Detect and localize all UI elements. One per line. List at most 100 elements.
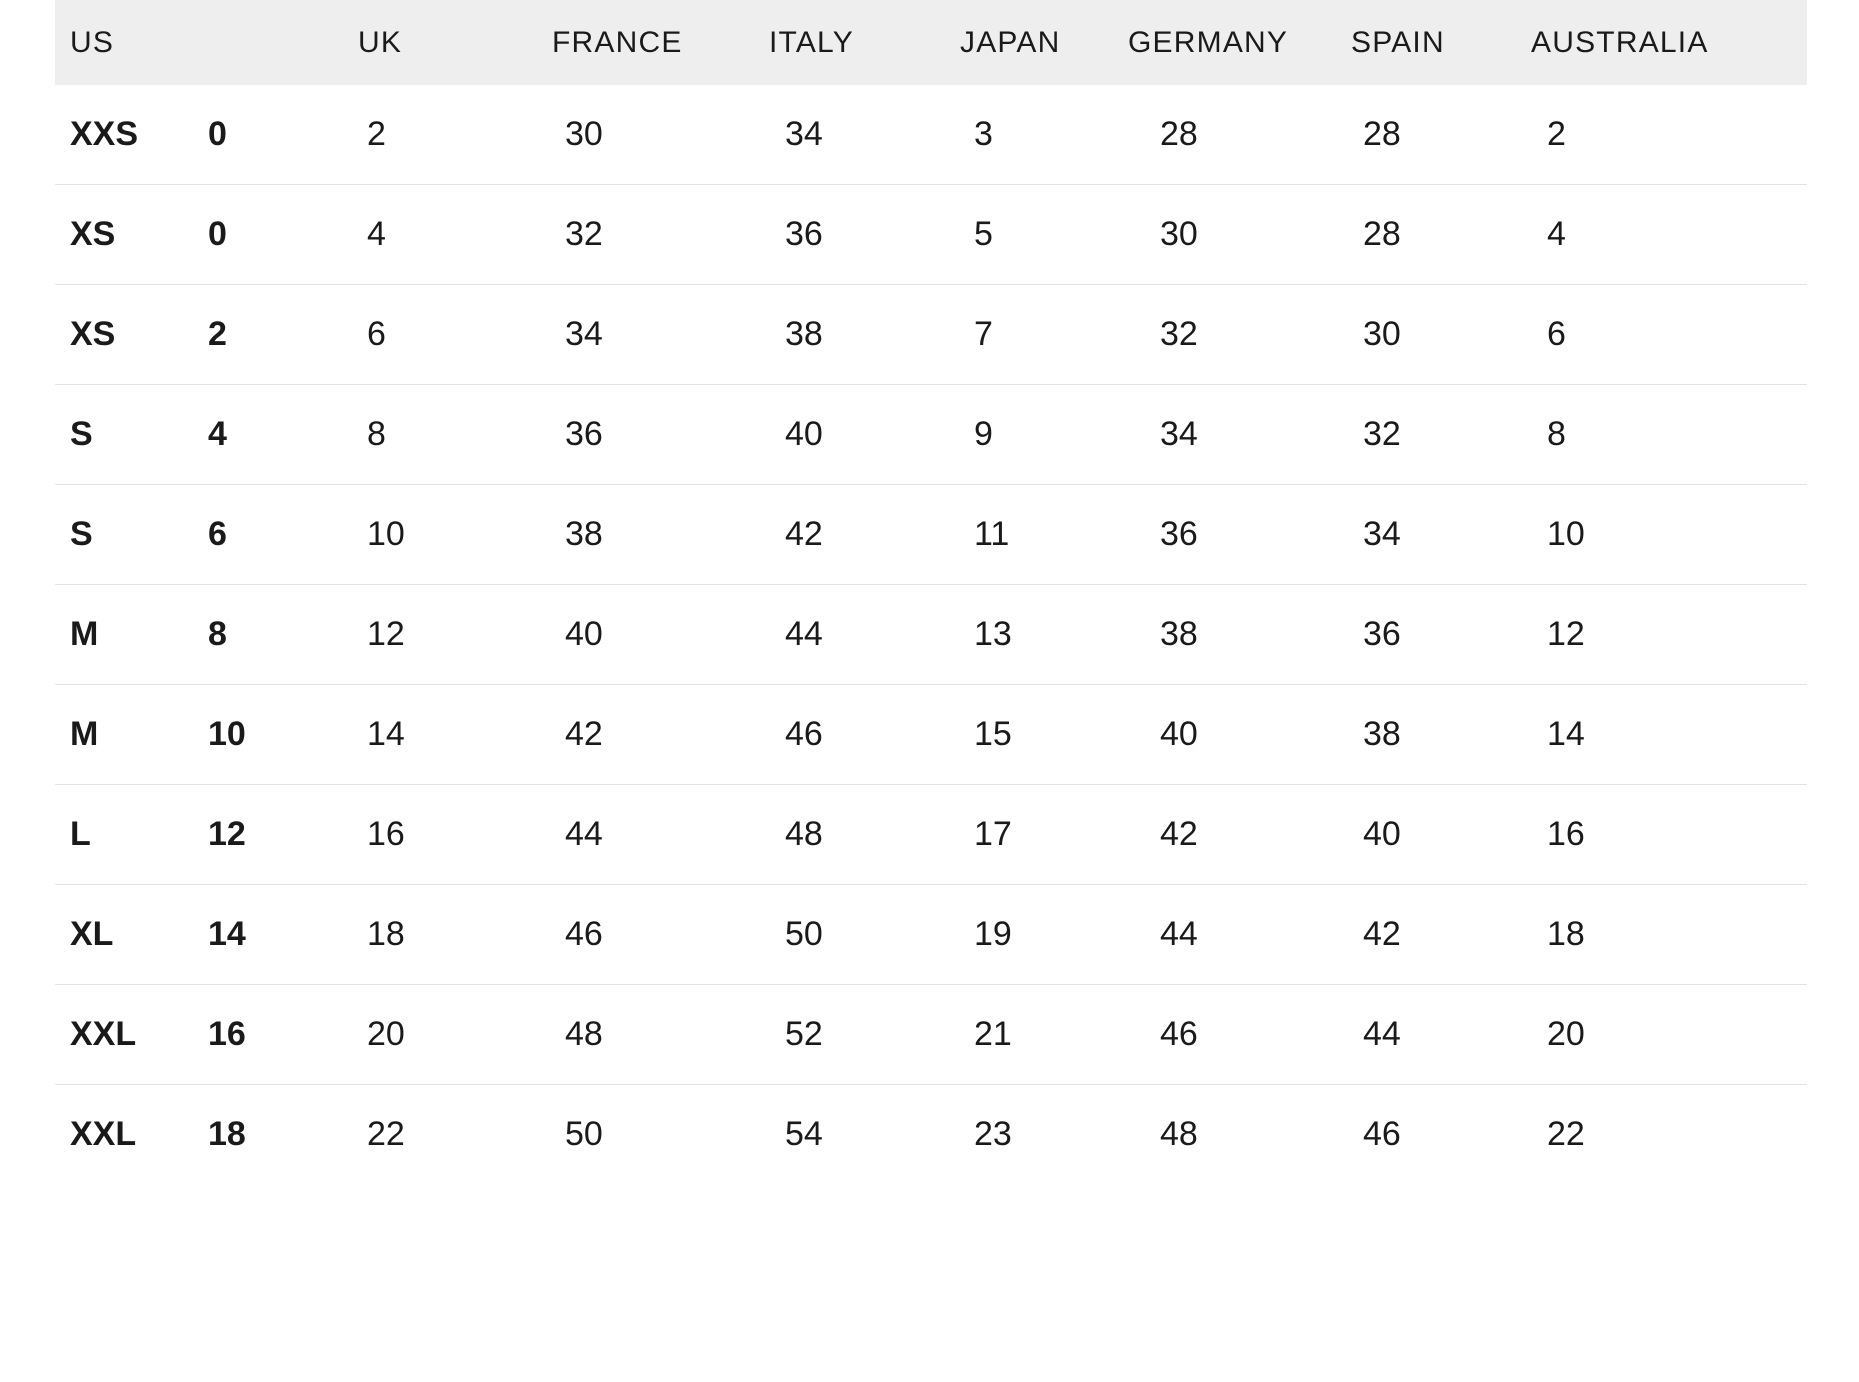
table-row: XXL 18 22 50 54 23 48 46 22 — [55, 1085, 1807, 1185]
cell-germany: 28 — [1160, 115, 1198, 153]
column-header-japan: JAPAN — [960, 25, 1061, 59]
column-header-uk: UK — [358, 25, 403, 59]
cell-us-letter: XS — [70, 315, 116, 353]
cell-france: 44 — [565, 815, 603, 853]
cell-italy: 52 — [785, 1015, 823, 1053]
cell-uk: 14 — [367, 715, 405, 753]
cell-us-number: 0 — [208, 115, 227, 153]
cell-japan: 3 — [974, 115, 993, 153]
cell-uk: 4 — [367, 215, 386, 253]
cell-australia: 8 — [1547, 415, 1566, 453]
cell-australia: 14 — [1547, 715, 1585, 753]
table-row: S 6 10 38 42 11 36 34 10 — [55, 485, 1808, 585]
table-row: XS 2 6 34 38 7 32 30 6 — [55, 285, 1808, 385]
cell-uk: 8 — [367, 415, 386, 453]
cell-japan: 7 — [974, 315, 993, 353]
table-body: XXS 0 2 30 34 3 28 28 2 XS 0 4 32 36 5 30 28 4 XS 2 6 34 38 7 32… — [55, 85, 1808, 1185]
cell-spain: 28 — [1363, 215, 1401, 253]
cell-japan: 15 — [974, 715, 1012, 753]
cell-italy: 48 — [785, 815, 823, 853]
cell-spain: 44 — [1363, 1015, 1401, 1053]
table-row: L 12 16 44 48 17 42 40 16 — [55, 785, 1808, 885]
table-row: XXS 0 2 30 34 3 28 28 2 — [55, 85, 1808, 185]
cell-us-number: 10 — [208, 715, 246, 753]
cell-uk: 2 — [367, 115, 386, 153]
header-row: US UK FRANCE ITALY JAPAN GERMANY SPAIN A… — [55, 0, 1808, 85]
cell-japan: 23 — [974, 1115, 1012, 1153]
cell-us-number: 12 — [208, 815, 246, 853]
size-conversion-table: US UK FRANCE ITALY JAPAN GERMANY SPAIN A… — [55, 0, 1808, 1185]
cell-us-letter: S — [70, 515, 93, 553]
cell-uk: 20 — [367, 1015, 405, 1053]
cell-us-number: 8 — [208, 615, 227, 653]
cell-france: 38 — [565, 515, 603, 553]
table-row: XS 0 4 32 36 5 30 28 4 — [55, 185, 1808, 285]
cell-germany: 42 — [1160, 815, 1198, 853]
cell-france: 34 — [565, 315, 603, 353]
cell-germany: 40 — [1160, 715, 1198, 753]
cell-uk: 18 — [367, 915, 405, 953]
cell-uk: 6 — [367, 315, 386, 353]
cell-us-number: 6 — [208, 515, 227, 553]
cell-spain: 42 — [1363, 915, 1401, 953]
cell-us-letter: XXL — [70, 1015, 137, 1053]
table-row: M 8 12 40 44 13 38 36 12 — [55, 585, 1808, 685]
cell-italy: 44 — [785, 615, 823, 653]
cell-japan: 19 — [974, 915, 1012, 953]
cell-japan: 21 — [974, 1015, 1012, 1053]
cell-germany: 30 — [1160, 215, 1198, 253]
cell-germany: 32 — [1160, 315, 1198, 353]
cell-australia: 16 — [1547, 815, 1585, 853]
cell-australia: 4 — [1547, 215, 1566, 253]
table-row: XL 14 18 46 50 19 44 42 18 — [55, 885, 1808, 985]
cell-germany: 44 — [1160, 915, 1198, 953]
cell-us-number: 18 — [208, 1115, 246, 1153]
cell-us-number: 2 — [208, 315, 227, 353]
cell-australia: 18 — [1547, 915, 1585, 953]
cell-us-letter: S — [70, 415, 93, 453]
cell-us-letter: XXL — [70, 1115, 137, 1153]
cell-france: 40 — [565, 615, 603, 653]
column-header-italy: ITALY — [769, 25, 854, 59]
cell-us-letter: XXS — [70, 115, 139, 153]
cell-italy: 50 — [785, 915, 823, 953]
cell-france: 46 — [565, 915, 603, 953]
cell-spain: 40 — [1363, 815, 1401, 853]
column-header-germany: GERMANY — [1128, 25, 1289, 59]
cell-australia: 6 — [1547, 315, 1566, 353]
table-row: S 4 8 36 40 9 34 32 8 — [55, 385, 1808, 485]
cell-germany: 48 — [1160, 1115, 1198, 1153]
cell-us-letter: L — [70, 815, 91, 853]
table-row: M 10 14 42 46 15 40 38 14 — [55, 685, 1808, 785]
column-header-australia: AUSTRALIA — [1531, 25, 1709, 59]
cell-spain: 28 — [1363, 115, 1401, 153]
cell-us-number: 16 — [208, 1015, 246, 1053]
cell-italy: 42 — [785, 515, 823, 553]
cell-italy: 34 — [785, 115, 823, 153]
cell-germany: 46 — [1160, 1015, 1198, 1053]
cell-us-number: 14 — [208, 915, 246, 953]
cell-italy: 40 — [785, 415, 823, 453]
cell-us-letter: M — [70, 615, 99, 653]
cell-france: 36 — [565, 415, 603, 453]
cell-australia: 2 — [1547, 115, 1566, 153]
cell-us-number: 0 — [208, 215, 227, 253]
cell-australia: 22 — [1547, 1115, 1585, 1153]
cell-uk: 12 — [367, 615, 405, 653]
cell-spain: 32 — [1363, 415, 1401, 453]
table-header: US UK FRANCE ITALY JAPAN GERMANY SPAIN A… — [55, 0, 1808, 85]
size-chart-container: US UK FRANCE ITALY JAPAN GERMANY SPAIN A… — [55, 0, 1808, 1185]
cell-spain: 30 — [1363, 315, 1401, 353]
cell-us-letter: XL — [70, 915, 114, 953]
cell-spain: 36 — [1363, 615, 1401, 653]
cell-france: 32 — [565, 215, 603, 253]
cell-spain: 46 — [1363, 1115, 1401, 1153]
cell-uk: 16 — [367, 815, 405, 853]
cell-france: 42 — [565, 715, 603, 753]
cell-italy: 46 — [785, 715, 823, 753]
table-row: XXL 16 20 48 52 21 46 44 20 — [55, 985, 1808, 1085]
cell-spain: 38 — [1363, 715, 1401, 753]
cell-germany: 36 — [1160, 515, 1198, 553]
cell-germany: 34 — [1160, 415, 1198, 453]
cell-us-number: 4 — [208, 415, 227, 453]
